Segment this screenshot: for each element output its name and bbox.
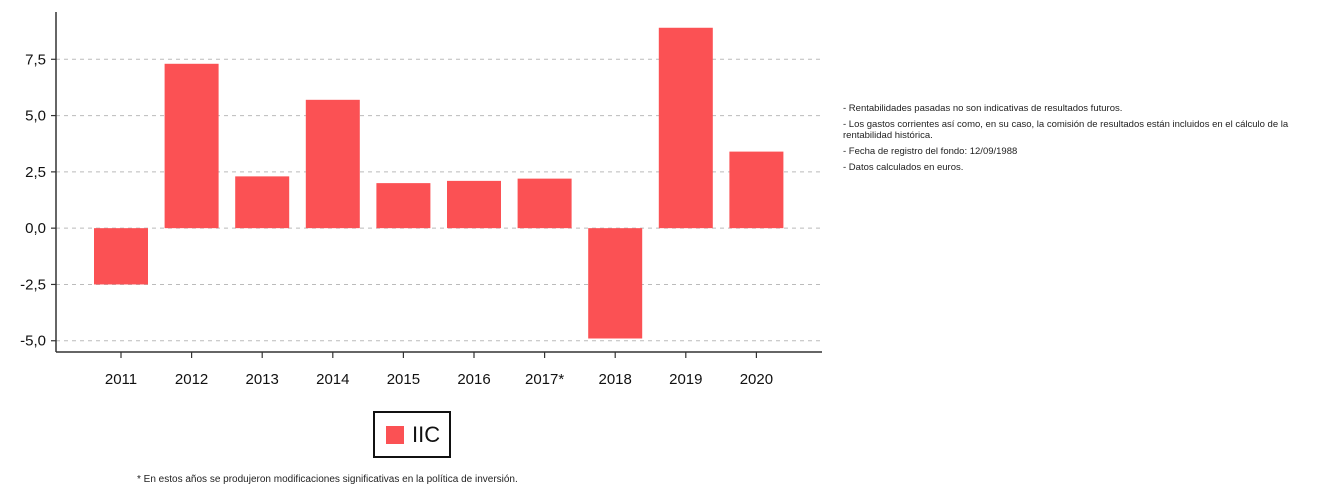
x-ticks: 2011 2012 2013 2014 2015 2016 2017* 2018 2019 202… — [105, 352, 773, 388]
x-tick-label: 2014 — [316, 371, 349, 388]
legend-swatch — [386, 425, 404, 444]
x-tick-label: 2018 — [599, 371, 632, 388]
x-tick-label: 2013 — [246, 371, 279, 388]
bar-2011 — [94, 228, 148, 285]
axes — [55, 12, 822, 353]
bar-chart: -5,0-2,50,02,55,07,5 2011 2012 2013 2014 201… — [20, 12, 822, 388]
legend-label: IIC — [412, 421, 441, 447]
y-tick-label: -5,0 — [20, 333, 46, 350]
bar-2020 — [729, 151, 784, 229]
x-tick-label: 2017* — [525, 371, 564, 388]
footnote: * En estos años se produjeron modificaci… — [137, 474, 518, 485]
y-tick-label: 5,0 — [25, 108, 46, 125]
y-tick-label: 2,5 — [25, 164, 46, 181]
x-tick-label: 2019 — [669, 371, 702, 388]
y-ticks: -5,0 -2,5 0,0 2,5 5,0 7,5 — [20, 51, 56, 350]
note-registration-date: - Fecha de registro del fondo: 12/09/198… — [843, 146, 1018, 157]
x-tick-label: 2020 — [740, 371, 773, 388]
bar-2013 — [235, 176, 290, 229]
bar-2016 — [447, 180, 501, 229]
notes-panel: - Rentabilidades pasadas no son indicati… — [843, 103, 1323, 178]
bar-2014 — [305, 99, 360, 229]
bar-2018 — [588, 228, 643, 339]
bar-2019 — [658, 27, 713, 229]
bar-2017star — [517, 178, 572, 229]
y-tick-label: 7,5 — [25, 51, 46, 68]
y-tick-label: -2,5 — [20, 276, 46, 293]
bar-2012 — [164, 63, 219, 229]
y-tick-label: 0,0 — [25, 220, 46, 237]
note-past-returns: - Rentabilidades pasadas no son indicati… — [843, 103, 1123, 114]
bar-2015 — [376, 183, 431, 229]
x-tick-label: 2016 — [457, 371, 490, 388]
note-currency: - Datos calculados en euros. — [843, 162, 964, 173]
x-tick-label: 2011 — [105, 371, 137, 388]
x-tick-label: 2015 — [387, 371, 420, 388]
note-costs-included: - Los gastos corrientes así como, en su … — [843, 119, 1289, 141]
x-tick-label: 2012 — [175, 371, 208, 388]
bars — [94, 27, 784, 339]
legend: IIC — [373, 411, 451, 458]
